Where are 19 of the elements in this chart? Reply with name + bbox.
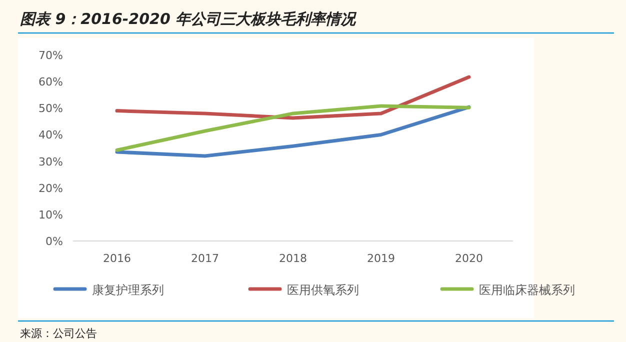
x-tick-label: 2016 xyxy=(103,252,131,265)
y-tick-label: 20% xyxy=(38,182,63,195)
source-note: 来源：公司公告 xyxy=(20,327,97,340)
legend-label: 康复护理系列 xyxy=(92,283,164,297)
y-tick-label: 70% xyxy=(38,49,63,62)
chart-title: 图表 9：2016-2020 年公司三大板块毛利率情况 xyxy=(20,10,358,28)
x-tick-label: 2017 xyxy=(191,252,219,265)
y-tick-label: 0% xyxy=(46,235,63,248)
y-tick-label: 10% xyxy=(38,208,63,222)
y-tick-label: 60% xyxy=(38,76,63,89)
line-series xyxy=(115,75,471,120)
legend-label: 医用供氧系列 xyxy=(287,283,359,297)
y-tick-label: 40% xyxy=(38,128,63,142)
y-tick-label: 30% xyxy=(38,155,63,168)
legend-label: 医用临床器械系列 xyxy=(479,283,575,297)
x-tick-label: 2020 xyxy=(455,252,483,265)
x-tick-label: 2018 xyxy=(279,252,307,265)
x-tick-label: 2019 xyxy=(367,252,395,265)
y-tick-label: 50% xyxy=(38,102,63,116)
